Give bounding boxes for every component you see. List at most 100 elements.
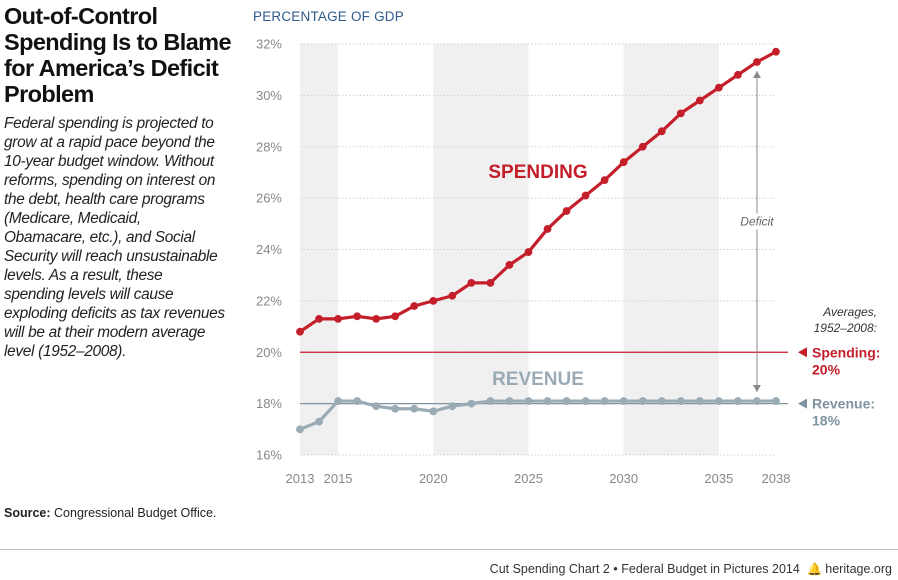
data-point-revenue	[429, 407, 438, 416]
data-point-revenue	[543, 397, 552, 405]
line-chart: PERCENTAGE OF GDP 16% 18% 20% 22% 24% 26% 28% 30…	[253, 9, 880, 486]
data-point-revenue	[695, 397, 704, 405]
data-point-spending	[315, 314, 323, 323]
data-point-spending	[448, 291, 457, 300]
data-point-spending	[619, 158, 628, 167]
data-point-spending	[657, 127, 666, 136]
data-point-spending	[581, 191, 590, 200]
data-point-spending	[334, 314, 342, 323]
footer-separator: •	[613, 562, 618, 576]
x-tick-label: 2030	[609, 471, 638, 486]
deficit-arrow-top	[752, 70, 761, 78]
data-point-spending	[734, 70, 742, 79]
data-point-revenue	[391, 404, 400, 413]
x-tick-label: 2035	[704, 471, 733, 486]
averages-heading: Averages,	[822, 305, 877, 319]
data-point-spending	[410, 302, 419, 310]
data-point-spending	[772, 47, 780, 56]
data-point-revenue	[638, 397, 647, 405]
data-point-spending	[695, 96, 704, 105]
footer-chart-id: Cut Spending Chart 2	[489, 562, 610, 576]
deficit-arrow-bottom	[752, 385, 761, 393]
source-label: Source:	[4, 506, 51, 520]
data-point-revenue	[372, 402, 381, 411]
data-point-spending	[296, 327, 304, 336]
average-marker-1	[798, 398, 807, 409]
x-tick-labels: 2013 2015 2020 2025 2030 2035 2038	[286, 471, 791, 486]
y-tick-label: 32%	[256, 37, 282, 52]
data-point-spending	[505, 261, 514, 269]
y-tick-label: 26%	[256, 191, 282, 206]
deficit-annotation: Deficit	[732, 70, 781, 393]
y-tick-label: 16%	[256, 448, 282, 463]
data-point-revenue	[676, 397, 685, 405]
footer-divider	[0, 549, 898, 550]
shaded-bands	[300, 44, 719, 455]
y-axis-label: PERCENTAGE OF GDP	[253, 9, 404, 24]
data-point-revenue	[772, 397, 780, 405]
x-tick-label: 2020	[419, 471, 448, 486]
y-tick-labels: PERCENTAGE OF GDP 16% 18% 20% 22% 24% 26% 28% 30…	[253, 9, 404, 463]
data-point-revenue	[486, 397, 495, 405]
liberty-bell-icon: 🔔	[807, 562, 823, 576]
data-point-revenue	[296, 425, 304, 434]
data-point-revenue	[562, 397, 571, 405]
x-tick-label: 2013	[286, 471, 315, 486]
data-point-revenue	[524, 397, 533, 405]
data-point-spending	[486, 278, 495, 287]
data-point-spending	[753, 58, 761, 66]
average-label-0: Spending:	[812, 344, 880, 360]
data-point-revenue	[600, 397, 609, 405]
x-tick-label: 2038	[762, 471, 791, 486]
data-point-revenue	[714, 397, 723, 405]
x-tick-label: 2015	[324, 471, 353, 486]
shaded-band-1	[433, 44, 529, 455]
deficit-label-bg	[732, 213, 781, 230]
data-point-revenue	[657, 397, 666, 405]
data-point-revenue	[315, 417, 323, 426]
data-point-spending	[429, 296, 438, 305]
data-point-revenue	[505, 397, 514, 405]
source-text: Congressional Budget Office.	[54, 506, 217, 520]
data-point-spending	[524, 248, 533, 256]
data-point-spending	[676, 109, 685, 118]
series-label-revenue: REVENUE	[492, 369, 584, 390]
data-point-revenue	[734, 397, 742, 405]
data-point-revenue	[753, 397, 761, 405]
average-marker-0	[798, 347, 807, 358]
chart-description: Federal spending is projected to grow at…	[4, 115, 225, 360]
average-value-0: 20%	[812, 361, 841, 377]
averages-legend: Averages, 1952–2008: Spending:20% Revenue:1…	[798, 305, 880, 429]
data-point-spending	[467, 278, 476, 287]
data-point-spending	[562, 207, 571, 215]
series-labels: SPENDING REVENUE	[488, 162, 587, 390]
data-point-spending	[353, 312, 362, 321]
averages-heading: 1952–2008:	[814, 321, 877, 335]
data-point-revenue	[410, 404, 419, 413]
series-lines	[296, 47, 780, 434]
y-tick-label: 22%	[256, 293, 282, 308]
data-point-spending	[391, 312, 400, 321]
data-point-spending	[714, 83, 723, 92]
data-point-revenue	[467, 399, 476, 408]
footer-link[interactable]: heritage.org	[825, 562, 892, 576]
data-point-revenue	[619, 397, 628, 405]
series-label-spending: SPENDING	[488, 162, 587, 183]
footer-publication: Federal Budget in Pictures 2014	[621, 562, 800, 576]
data-point-spending	[372, 314, 381, 323]
average-lines	[300, 351, 788, 405]
data-point-spending	[543, 225, 552, 233]
data-point-spending	[638, 142, 647, 151]
x-tick-label: 2025	[514, 471, 543, 486]
average-value-1: 18%	[812, 413, 841, 429]
y-tick-label: 30%	[256, 88, 282, 103]
chart-title: Out-of-Control Spending Is to Blame for …	[4, 3, 232, 107]
data-point-spending	[600, 176, 609, 185]
data-point-revenue	[334, 397, 342, 405]
source-note: Source: Congressional Budget Office.	[4, 506, 216, 520]
deficit-label: Deficit	[740, 215, 774, 229]
data-point-revenue	[353, 397, 362, 405]
average-label-1: Revenue:	[812, 396, 875, 412]
footer: Cut Spending Chart 2 • Federal Budget in…	[490, 562, 892, 576]
data-point-revenue	[581, 397, 590, 405]
